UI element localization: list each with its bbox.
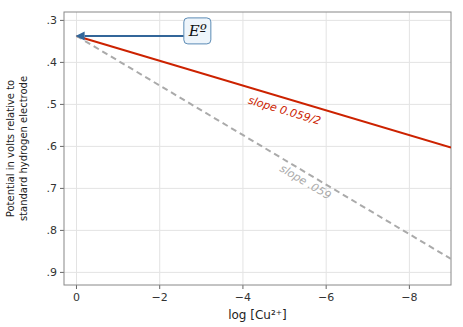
annotation-box [184, 18, 211, 44]
grid-line [242, 12, 243, 285]
tick-mark [60, 104, 64, 105]
grid-line [64, 188, 451, 189]
tick-label: .7 [47, 182, 58, 195]
series-line [76, 36, 451, 148]
tick-mark [159, 285, 160, 289]
plot-frame [64, 12, 451, 285]
plot-area [64, 12, 451, 285]
grid-line [409, 12, 410, 285]
tick-mark [242, 285, 243, 289]
tick-label: .8 [47, 224, 58, 237]
tick-label: .3 [47, 14, 58, 27]
annotation: slope .059 [277, 162, 333, 202]
grid-line [64, 230, 451, 231]
tick-label: −4 [235, 291, 251, 304]
tick-mark [326, 285, 327, 289]
tick-mark [60, 62, 64, 63]
grid-line [64, 146, 451, 147]
grid-line [64, 20, 451, 21]
annotation-arrow [76, 31, 184, 40]
grid-line [64, 272, 451, 273]
tick-label: 0 [73, 291, 80, 304]
grid-line [159, 12, 160, 285]
x-axis-label: log [Cu²⁺] [228, 308, 287, 322]
tick-mark [76, 285, 77, 289]
series-line [76, 36, 451, 259]
tick-label: −8 [401, 291, 417, 304]
annotation: slope 0.059/2 [247, 94, 323, 128]
callout: Eº [76, 18, 211, 44]
tick-mark [409, 285, 410, 289]
annotation: Eº [188, 22, 207, 40]
tick-mark [60, 272, 64, 273]
chart: 0 −2 −4 −6 −8 .3 .4 .5 .6 .7 .8 .9 log [Cu²⁺] Potenti… [0, 0, 463, 327]
grid-line [76, 12, 77, 285]
tick-mark [60, 230, 64, 231]
lines [76, 36, 451, 259]
tick-label: −6 [318, 291, 334, 304]
tick-label: −2 [152, 291, 168, 304]
tick-label: .9 [47, 266, 58, 279]
tick-label: .5 [47, 98, 58, 111]
tick-mark [60, 20, 64, 21]
annotations: slope 0.059/2 slope .059 Eº [76, 18, 334, 202]
tick-label: .6 [47, 140, 58, 153]
tick-mark [60, 188, 64, 189]
tick-label: .4 [47, 56, 58, 69]
tick-mark [60, 146, 64, 147]
y-axis: .3 .4 .5 .6 .7 .8 .9 [47, 14, 452, 279]
y-axis-label: Potential in volts relative tostandard h… [5, 76, 29, 221]
x-axis: 0 −2 −4 −6 −8 [73, 12, 418, 304]
grid-line [326, 12, 327, 285]
